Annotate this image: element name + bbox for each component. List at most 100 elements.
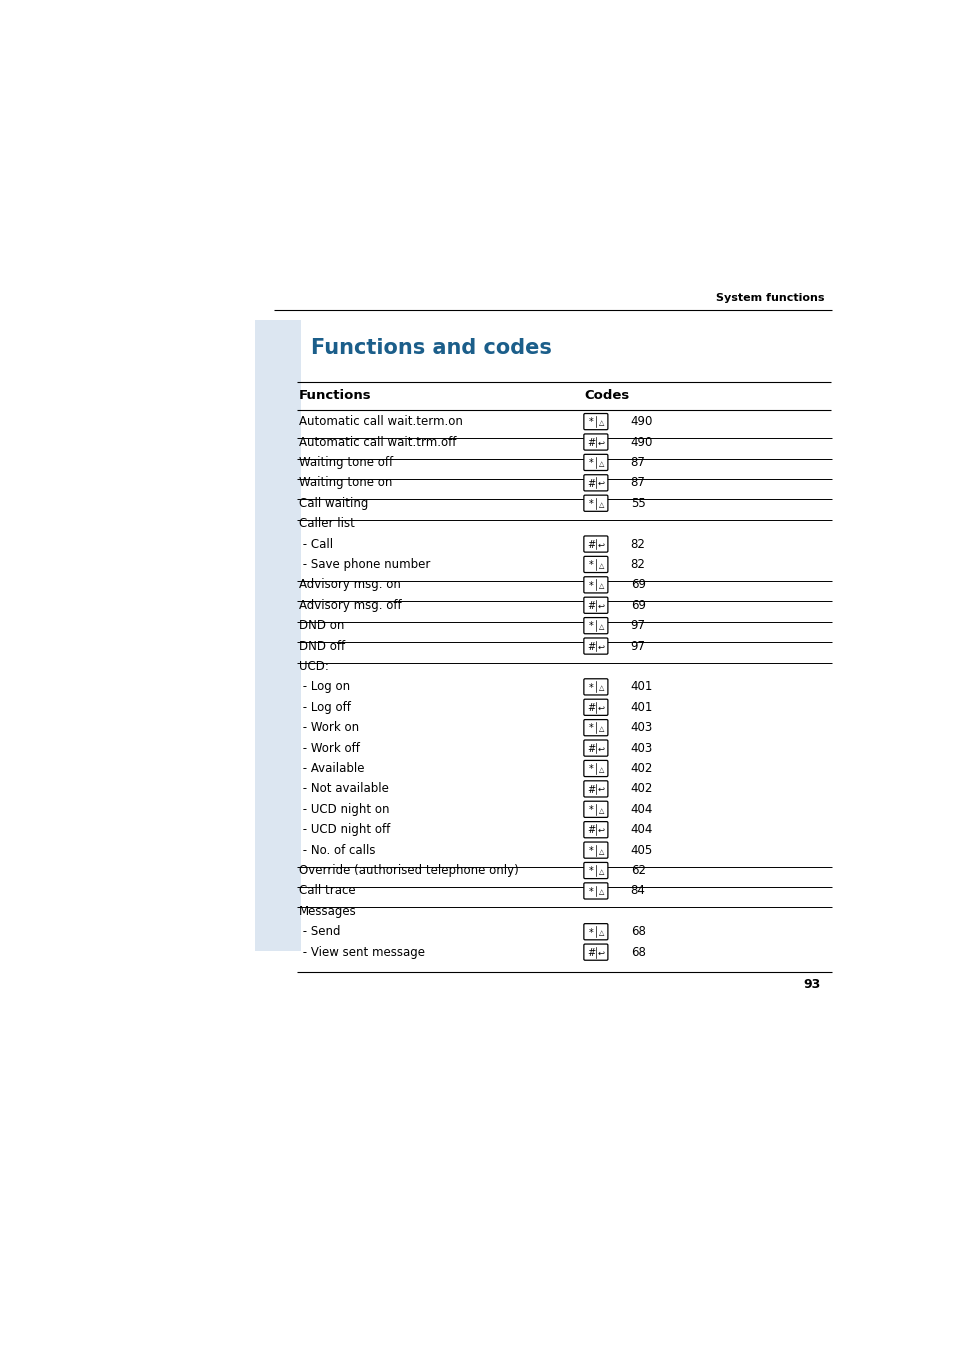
Text: - Log on: - Log on [298, 681, 350, 693]
FancyBboxPatch shape [583, 781, 607, 797]
Text: 84: 84 [630, 885, 645, 897]
Text: 82: 82 [630, 558, 645, 571]
Text: Messages: Messages [298, 905, 356, 917]
FancyBboxPatch shape [583, 536, 607, 553]
Text: #: # [586, 540, 595, 550]
Text: - UCD night off: - UCD night off [298, 823, 390, 836]
Text: △: △ [598, 685, 603, 692]
Text: DND off: DND off [298, 639, 345, 653]
FancyBboxPatch shape [583, 638, 607, 654]
Text: ↩: ↩ [598, 601, 604, 611]
Text: *: * [588, 458, 593, 469]
Text: *: * [588, 682, 593, 693]
Text: Call trace: Call trace [298, 885, 355, 897]
Text: #: # [586, 825, 595, 835]
Text: 97: 97 [630, 619, 645, 632]
Text: Functions and codes: Functions and codes [311, 338, 552, 358]
FancyBboxPatch shape [583, 557, 607, 573]
Text: 401: 401 [630, 681, 653, 693]
Text: 401: 401 [630, 701, 653, 713]
Text: - Send: - Send [298, 925, 340, 938]
Bar [254, 320, 301, 951]
Text: - Work on: - Work on [298, 721, 358, 734]
Text: *: * [588, 621, 593, 631]
Text: 55: 55 [630, 497, 645, 509]
Text: Automatic call wait.term.on: Automatic call wait.term.on [298, 415, 462, 428]
Text: 62: 62 [630, 865, 645, 877]
FancyBboxPatch shape [583, 944, 607, 961]
FancyBboxPatch shape [583, 413, 607, 430]
Text: ↩: ↩ [598, 540, 604, 550]
Text: ↩: ↩ [598, 704, 604, 712]
Text: - Available: - Available [298, 762, 364, 775]
Text: *: * [588, 805, 593, 815]
Text: 69: 69 [630, 598, 645, 612]
Text: - Save phone number: - Save phone number [298, 558, 430, 571]
Text: ↩: ↩ [598, 438, 604, 447]
Text: △: △ [598, 727, 603, 732]
FancyBboxPatch shape [583, 454, 607, 470]
Text: #: # [586, 438, 595, 447]
FancyBboxPatch shape [583, 882, 607, 898]
Text: #: # [586, 642, 595, 651]
Text: 97: 97 [630, 639, 645, 653]
Text: #: # [586, 601, 595, 611]
Text: *: * [588, 886, 593, 897]
Text: - Log off: - Log off [298, 701, 351, 713]
FancyBboxPatch shape [583, 801, 607, 817]
Text: △: △ [598, 420, 603, 426]
Text: 490: 490 [630, 415, 653, 428]
Text: 402: 402 [630, 762, 653, 775]
Text: - Work off: - Work off [298, 742, 359, 755]
FancyBboxPatch shape [583, 700, 607, 716]
Text: #: # [586, 478, 595, 489]
FancyBboxPatch shape [583, 577, 607, 593]
FancyBboxPatch shape [583, 821, 607, 838]
Text: 404: 404 [630, 802, 653, 816]
Text: △: △ [598, 869, 603, 875]
Text: 490: 490 [630, 435, 653, 449]
Text: 402: 402 [630, 782, 653, 796]
Text: - No. of calls: - No. of calls [298, 843, 375, 857]
Text: ↩: ↩ [598, 480, 604, 488]
FancyBboxPatch shape [583, 720, 607, 736]
FancyBboxPatch shape [583, 761, 607, 777]
Text: 82: 82 [630, 538, 645, 551]
FancyBboxPatch shape [583, 597, 607, 613]
Text: DND on: DND on [298, 619, 344, 632]
Text: #: # [586, 744, 595, 754]
FancyBboxPatch shape [583, 740, 607, 757]
Text: Caller list: Caller list [298, 517, 355, 530]
Text: Override (authorised telephone only): Override (authorised telephone only) [298, 865, 518, 877]
Text: △: △ [598, 767, 603, 773]
Text: △: △ [598, 624, 603, 630]
Text: Advisory msg. off: Advisory msg. off [298, 598, 401, 612]
Text: - Call: - Call [298, 538, 333, 551]
Text: △: △ [598, 563, 603, 569]
Text: - View sent message: - View sent message [298, 946, 425, 959]
Text: *: * [588, 928, 593, 938]
FancyBboxPatch shape [583, 434, 607, 450]
Text: Waiting tone on: Waiting tone on [298, 477, 392, 489]
FancyBboxPatch shape [583, 617, 607, 634]
Text: Advisory msg. on: Advisory msg. on [298, 578, 400, 592]
Text: Automatic call wait.trm.off: Automatic call wait.trm.off [298, 435, 456, 449]
Text: Functions: Functions [298, 389, 372, 403]
Text: *: * [588, 499, 593, 509]
FancyBboxPatch shape [583, 496, 607, 511]
FancyBboxPatch shape [583, 678, 607, 694]
Text: #: # [586, 703, 595, 713]
Text: △: △ [598, 584, 603, 589]
FancyBboxPatch shape [583, 862, 607, 878]
Text: ↩: ↩ [598, 744, 604, 754]
FancyBboxPatch shape [583, 924, 607, 940]
Text: - UCD night on: - UCD night on [298, 802, 389, 816]
Text: 403: 403 [630, 742, 652, 755]
FancyBboxPatch shape [583, 842, 607, 858]
Text: △: △ [598, 808, 603, 813]
Text: 87: 87 [630, 477, 645, 489]
Text: △: △ [598, 889, 603, 896]
Text: *: * [588, 561, 593, 570]
Text: *: * [588, 765, 593, 774]
Text: #: # [586, 948, 595, 958]
